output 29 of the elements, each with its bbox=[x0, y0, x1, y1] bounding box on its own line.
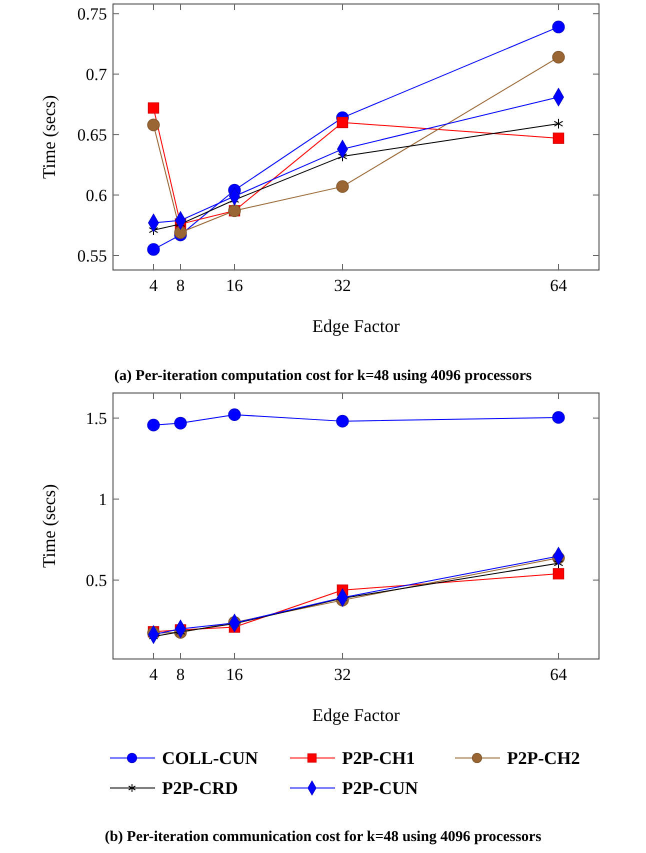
x-axis-title: Edge Factor bbox=[312, 705, 400, 725]
y-axis-title: Time (secs) bbox=[39, 95, 59, 179]
x-tick-label: 16 bbox=[226, 665, 243, 684]
legend-label: P2P-CH2 bbox=[507, 748, 580, 768]
y-tick-label: 0.5 bbox=[86, 571, 107, 590]
legend-label: COLL-CUN bbox=[162, 748, 258, 768]
legend-label: P2P-CH1 bbox=[342, 748, 415, 768]
y-tick-label: 0.55 bbox=[77, 246, 107, 266]
y-tick-label: 0.65 bbox=[77, 126, 107, 145]
x-tick-label: 8 bbox=[176, 276, 185, 295]
text: (b) Per-iteration communication cost for k=48 using 4096 processors bbox=[104, 829, 542, 845]
x-tick-label: 4 bbox=[149, 276, 158, 295]
legend-label: P2P-CRD bbox=[162, 778, 238, 798]
x-axis-title: Edge Factor bbox=[312, 316, 400, 336]
y-tick-label: 0.6 bbox=[86, 186, 107, 206]
legend-label: P2P-CUN bbox=[342, 778, 418, 798]
text: (a) Per-iteration computation cost for k=48 using 4096 processors bbox=[114, 368, 532, 384]
x-tick-label: 64 bbox=[550, 665, 568, 684]
y-axis-title: Time (secs) bbox=[39, 484, 59, 568]
x-tick-label: 16 bbox=[226, 276, 243, 295]
x-tick-label: 8 bbox=[176, 665, 185, 684]
x-tick-label: 4 bbox=[149, 665, 158, 684]
y-tick-label: 1.5 bbox=[86, 409, 107, 428]
x-tick-label: 32 bbox=[334, 276, 351, 295]
x-tick-label: 32 bbox=[334, 665, 351, 684]
y-tick-label: 0.7 bbox=[86, 65, 108, 84]
y-tick-label: 1 bbox=[98, 490, 107, 510]
y-tick-label: 0.75 bbox=[77, 4, 107, 24]
x-tick-label: 64 bbox=[550, 276, 568, 295]
